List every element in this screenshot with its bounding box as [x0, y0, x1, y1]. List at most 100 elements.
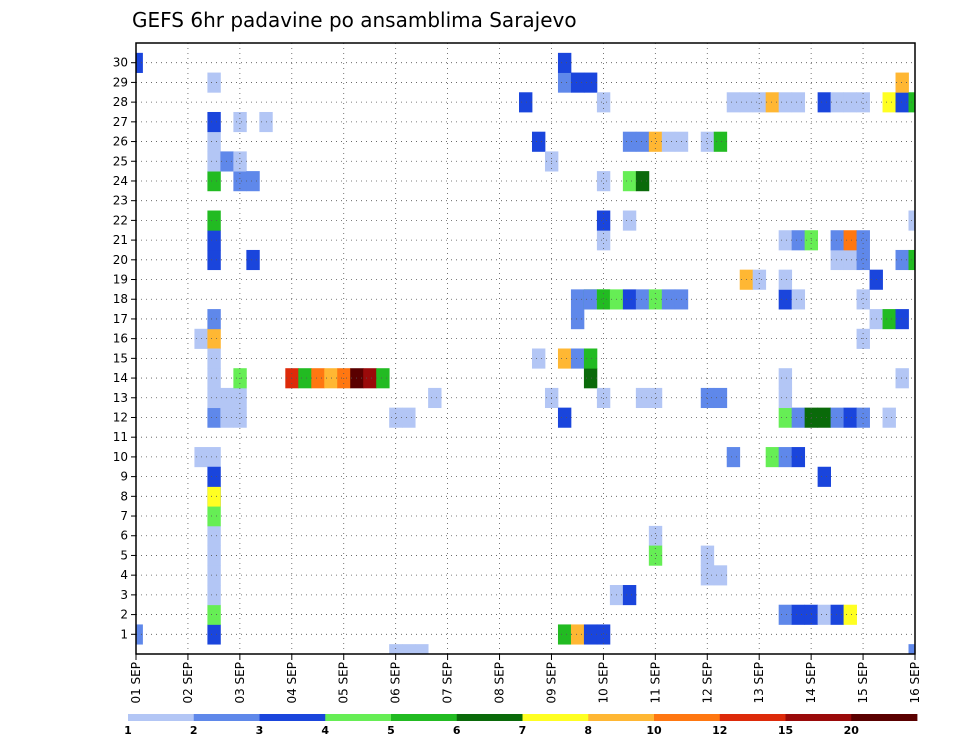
plot-frame	[135, 42, 916, 655]
heatmap-cell	[220, 151, 234, 172]
heatmap-cell	[700, 545, 715, 566]
heatmap-cell	[817, 604, 832, 625]
y-tick-label: 19	[113, 273, 128, 287]
heatmap-cell	[895, 72, 909, 93]
heatmap-cell	[596, 171, 611, 192]
heatmap-cell	[207, 506, 221, 527]
heatmap-cell	[207, 171, 221, 192]
heatmap-cell	[596, 92, 611, 113]
heatmap-cell	[207, 348, 221, 369]
heatmap-cell	[778, 92, 793, 113]
y-tick-label: 22	[113, 213, 128, 227]
heatmap-cell	[207, 111, 221, 133]
colorbar-swatch	[719, 714, 786, 721]
heatmap-cell	[843, 249, 857, 271]
x-tick-label: 01 SEP	[129, 662, 143, 704]
colorbar: 1 2 3 4 5 6 7 8 10 12 15 20	[124, 714, 918, 737]
heatmap-cell	[415, 644, 429, 655]
y-tick-label: 5	[120, 548, 128, 562]
colorbar-label: 20	[844, 724, 860, 737]
y-tick-label: 21	[113, 233, 128, 247]
heatmap-cell	[635, 289, 650, 310]
heatmap-cell	[700, 565, 715, 586]
y-tick-label: 24	[113, 174, 128, 188]
heatmap-cell	[233, 151, 247, 172]
heatmap-cell	[596, 289, 611, 310]
x-tick-label: 13 SEP	[752, 662, 766, 704]
heatmap-cell	[635, 131, 650, 152]
heatmap-cell	[428, 387, 442, 409]
y-tick-label: 20	[113, 253, 128, 267]
heatmap-cell	[713, 387, 728, 409]
heatmap-cell	[843, 604, 857, 625]
heatmap-cell	[791, 407, 806, 428]
heatmap-cell	[726, 92, 741, 113]
heatmap-cell	[207, 585, 221, 606]
heatmap-cell	[843, 230, 857, 251]
y-tick-label: 2	[120, 608, 128, 622]
y-tick-label: 16	[113, 332, 128, 346]
heatmap-cell	[895, 92, 909, 113]
colorbar-label: 5	[387, 724, 395, 737]
heatmap-cell	[622, 171, 637, 192]
heatmap-cell	[830, 230, 844, 251]
heatmap-cell	[726, 447, 741, 468]
heatmap-cell	[648, 525, 663, 546]
colorbar-swatch	[851, 714, 918, 721]
heatmap-cell	[233, 111, 247, 133]
heatmap-cell	[402, 407, 416, 428]
heatmap-cell	[895, 309, 909, 330]
heatmap-cell	[791, 289, 806, 310]
heatmap-cell	[778, 230, 793, 251]
heatmap-cell	[622, 210, 637, 231]
heatmap-cell	[778, 407, 793, 428]
colorbar-swatch	[522, 714, 589, 721]
heatmap-cell	[220, 387, 234, 409]
y-tick-label: 8	[120, 489, 128, 503]
heatmap-cells	[136, 52, 916, 655]
heatmap-cell	[596, 210, 611, 231]
x-tick-label: 03 SEP	[233, 662, 247, 704]
heatmap-cell	[882, 309, 896, 330]
heatmap-cell	[207, 387, 221, 409]
colorbar-swatch	[128, 714, 195, 721]
x-tick-label: 06 SEP	[389, 662, 403, 704]
heatmap-cell	[791, 447, 806, 468]
heatmap-cell	[882, 92, 896, 113]
x-tick-label: 09 SEP	[544, 662, 558, 704]
heatmap-cell	[908, 644, 916, 655]
y-tick-label: 9	[120, 470, 128, 484]
heatmap-cell	[207, 72, 221, 93]
heatmap-cell	[648, 289, 663, 310]
x-axis-ticks: 01 SEP 02 SEP 03 SEP 04 SEP 05 SEP 06 SEP 07 S…	[129, 654, 922, 704]
colorbar-label: 7	[519, 724, 527, 737]
y-tick-label: 25	[113, 154, 128, 168]
heatmap-cell	[402, 644, 416, 655]
heatmap-cell	[791, 230, 806, 251]
x-tick-label: 10 SEP	[596, 662, 610, 704]
heatmap-cell	[622, 289, 637, 310]
heatmap-cell	[136, 624, 143, 645]
heatmap-cell	[752, 92, 767, 113]
heatmap-cell	[557, 52, 572, 73]
y-tick-label: 4	[120, 568, 128, 582]
heatmap-cell	[570, 624, 585, 645]
heatmap-cell	[778, 289, 793, 310]
heatmap-cell	[622, 585, 637, 606]
colorbar-label: 12	[712, 724, 727, 737]
heatmap-cell	[233, 407, 247, 428]
heatmap-cell	[389, 644, 403, 655]
heatmap-cell	[583, 368, 598, 389]
heatmap-cell	[648, 545, 663, 566]
heatmap-cell	[648, 387, 663, 409]
heatmap-cell	[233, 171, 247, 192]
heatmap-cell	[895, 249, 909, 271]
heatmap-cell	[648, 131, 663, 152]
heatmap-cell	[713, 565, 728, 586]
y-tick-label: 29	[113, 75, 128, 89]
y-tick-label: 17	[113, 312, 128, 326]
colorbar-swatch	[391, 714, 458, 721]
heatmap-cell	[583, 624, 598, 645]
heatmap-cell	[557, 348, 572, 369]
heatmap-cell	[830, 407, 844, 428]
